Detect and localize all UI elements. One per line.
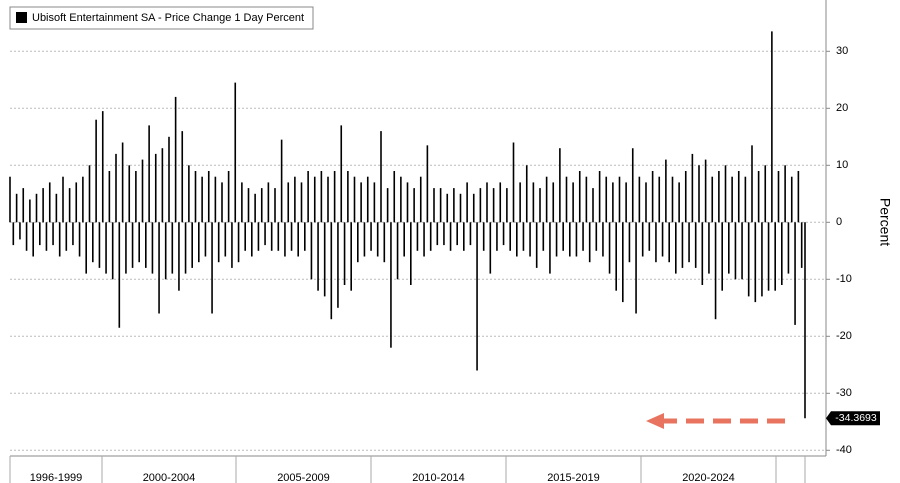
x-tick-label: 2020-2024: [682, 472, 735, 483]
x-tick-label: 2015-2019: [547, 472, 600, 483]
y-tick-label: -40: [836, 444, 852, 456]
x-tick-label: 2010-2014: [412, 472, 465, 483]
legend-label: Ubisoft Entertainment SA - Price Change …: [32, 12, 304, 24]
legend-box: [9, 6, 314, 30]
legend-swatch: [16, 12, 27, 23]
last-value-label: -34.3693: [835, 412, 877, 424]
y-tick-label: 20: [836, 102, 848, 114]
x-tick-label: 2000-2004: [143, 472, 196, 483]
y-tick-label: -20: [836, 330, 852, 342]
y-axis-label: Percent: [877, 198, 893, 246]
x-tick-label: 2005-2009: [277, 472, 330, 483]
bars: [9, 31, 806, 419]
last-value-box: [826, 411, 880, 426]
y-tick-label: 10: [836, 159, 848, 171]
y-tick-label: -30: [836, 387, 852, 399]
y-tick-label: 0: [836, 216, 842, 228]
arrow-head: [646, 413, 664, 429]
arrow: [646, 413, 785, 429]
x-tick-label: 1996-1999: [30, 472, 83, 483]
y-tick-label: -10: [836, 273, 852, 285]
y-tick-label: 30: [836, 45, 848, 57]
